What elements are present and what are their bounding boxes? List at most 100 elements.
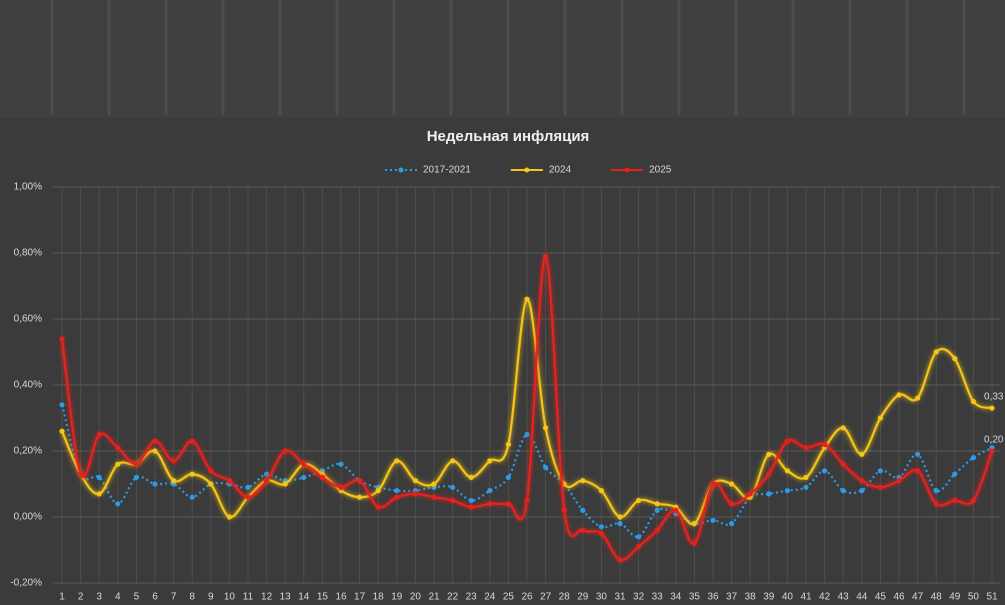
data-point: [561, 507, 567, 513]
data-point: [989, 448, 995, 454]
x-tick-label: 3: [96, 592, 102, 603]
data-point: [673, 507, 679, 513]
x-tick-label: 50: [968, 592, 980, 603]
data-point: [989, 405, 995, 411]
data-point: [394, 458, 400, 464]
data-point: [729, 501, 735, 507]
x-tick-label: 26: [521, 592, 533, 603]
data-point: [524, 431, 530, 438]
y-tick-label: 0,80%: [14, 248, 42, 259]
data-point: [394, 494, 400, 500]
series-line: [60, 255, 994, 562]
x-tick-label: 25: [503, 592, 515, 603]
data-point: [803, 484, 809, 490]
y-tick-label: 1,00%: [14, 182, 42, 193]
x-tick-label: 12: [261, 592, 273, 603]
x-tick-label: 27: [540, 592, 552, 603]
data-point: [115, 501, 121, 507]
data-point: [96, 491, 102, 497]
legend-marker: [524, 167, 530, 173]
data-point: [264, 471, 270, 477]
data-point: [840, 488, 846, 494]
data-point: [580, 507, 586, 513]
data-point: [803, 445, 809, 451]
data-point: [654, 527, 660, 533]
x-tick-label: 24: [484, 592, 496, 603]
data-point: [952, 471, 958, 477]
data-point: [505, 441, 511, 447]
data-point: [933, 501, 939, 507]
x-tick-label: 49: [949, 592, 961, 603]
data-point: [896, 392, 902, 398]
data-label: 0,20: [984, 435, 1004, 446]
y-tick-label: 0,40%: [14, 380, 42, 391]
x-tick-label: 11: [243, 592, 254, 603]
x-tick-label: 4: [115, 592, 121, 603]
chart-title: Недельная инфляция: [427, 128, 590, 145]
data-point: [877, 484, 884, 490]
data-point: [338, 461, 344, 467]
x-tick-label: 20: [410, 592, 422, 603]
data-point: [915, 451, 921, 457]
data-point: [822, 441, 828, 447]
x-tick-label: 44: [856, 592, 868, 603]
x-tick-label: 33: [652, 592, 664, 603]
data-point: [896, 478, 902, 484]
data-point: [282, 481, 288, 487]
data-point: [468, 504, 474, 510]
data-point: [487, 458, 493, 464]
data-point: [859, 451, 865, 457]
data-point: [301, 474, 307, 480]
data-point: [133, 461, 139, 467]
data-point: [691, 540, 698, 547]
data-point: [450, 458, 456, 464]
data-point: [171, 458, 177, 464]
x-tick-label: 9: [208, 592, 214, 603]
data-label: 0,33: [984, 392, 1004, 403]
data-point: [654, 501, 660, 507]
x-tick-label: 38: [745, 592, 757, 603]
data-point: [375, 488, 381, 494]
data-point: [636, 497, 642, 504]
data-point: [840, 425, 846, 431]
data-point: [840, 461, 846, 467]
data-point: [264, 478, 270, 484]
data-point: [598, 524, 605, 530]
data-point: [152, 438, 158, 444]
data-point: [357, 478, 363, 484]
data-point: [784, 438, 791, 444]
top-panel: [0, 0, 1005, 118]
data-point: [115, 461, 121, 467]
data-point: [952, 356, 958, 362]
data-point: [59, 336, 65, 342]
data-point: [394, 488, 400, 494]
x-tick-label: 29: [577, 592, 589, 603]
data-point: [822, 468, 828, 474]
y-tick-label: -0,20%: [10, 578, 42, 589]
y-tick-label: 0,20%: [14, 446, 42, 457]
legend-marker: [398, 167, 404, 173]
data-point: [487, 488, 493, 494]
x-tick-label: 10: [224, 592, 236, 603]
data-point: [208, 468, 214, 474]
x-tick-label: 17: [354, 592, 366, 603]
data-point: [375, 504, 381, 510]
data-point: [78, 471, 84, 477]
data-point: [189, 494, 195, 500]
data-point: [171, 478, 177, 484]
data-point: [877, 415, 884, 421]
x-tick-label: 48: [931, 592, 943, 603]
data-point: [952, 497, 958, 504]
data-point: [245, 484, 251, 490]
x-tick-label: 14: [298, 592, 310, 603]
x-tick-label: 51: [986, 592, 998, 603]
data-point: [543, 253, 549, 259]
x-tick-label: 18: [373, 592, 385, 603]
data-point: [468, 497, 474, 504]
data-point: [710, 517, 716, 523]
data-point: [729, 481, 735, 487]
x-tick-label: 22: [447, 592, 459, 603]
x-tick-label: 32: [633, 592, 645, 603]
x-tick-label: 43: [838, 592, 850, 603]
